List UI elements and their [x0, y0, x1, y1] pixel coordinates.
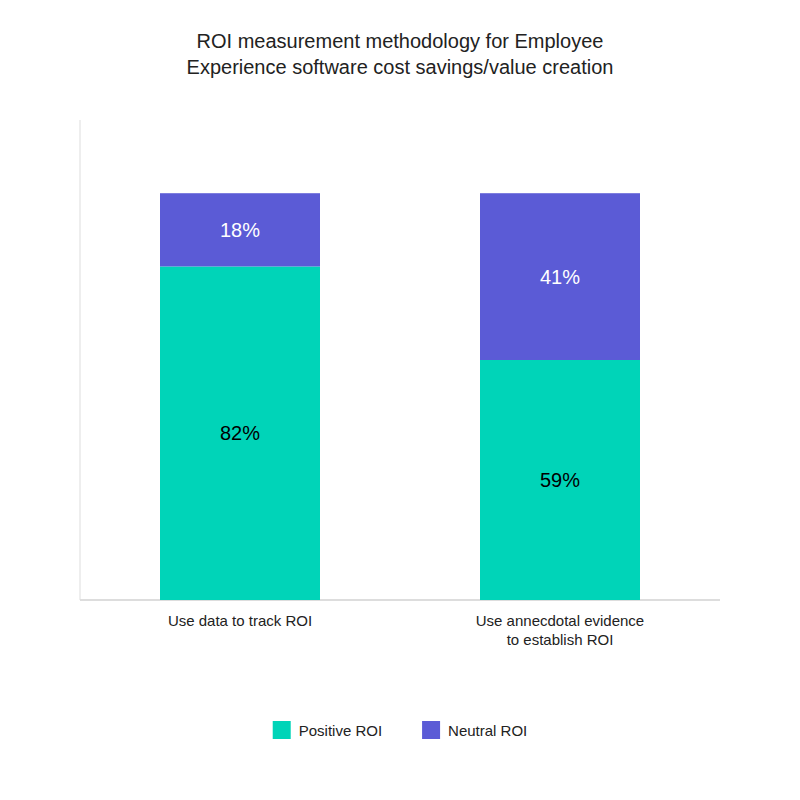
legend: Positive ROI Neutral ROI	[273, 721, 528, 739]
legend-swatch	[273, 721, 291, 739]
chart-container: ROI measurement methodology for Employee…	[0, 0, 800, 800]
legend-swatch	[422, 721, 440, 739]
bar-segment	[160, 193, 320, 266]
legend-label: Neutral ROI	[448, 722, 527, 739]
data-label: 82%	[220, 422, 260, 444]
data-labels: 82% 59% 18% 41%	[220, 219, 580, 491]
title: ROI measurement methodology for Employee…	[187, 30, 614, 78]
bars	[160, 193, 640, 600]
bar-segment	[480, 360, 640, 600]
y-axis-line	[80, 120, 81, 600]
data-label: 18%	[220, 219, 260, 241]
bar-segment	[480, 193, 640, 360]
x-tick-label: Use annecdotal evidenceto establish ROI	[476, 612, 644, 648]
data-label: 59%	[540, 469, 580, 491]
legend-label: Positive ROI	[299, 722, 382, 739]
data-label: 41%	[540, 266, 580, 288]
chart-svg: ROI measurement methodology for Employee…	[0, 0, 800, 800]
x-tick-label: Use data to track ROI	[168, 612, 312, 629]
bar-segment	[160, 266, 320, 600]
